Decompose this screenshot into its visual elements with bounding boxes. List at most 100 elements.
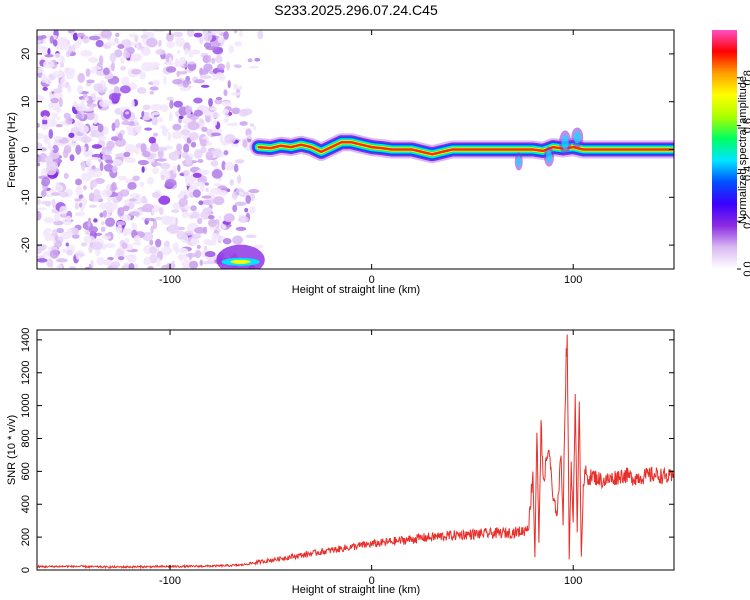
noise-blob <box>37 47 48 56</box>
noise-blob <box>148 136 157 144</box>
noise-blob <box>63 172 69 179</box>
noise-blob <box>121 76 130 86</box>
noise-blob <box>68 44 73 54</box>
noise-blob <box>178 115 184 120</box>
noise-blob <box>225 61 230 71</box>
noise-blob <box>188 253 193 261</box>
noise-blob <box>37 142 43 150</box>
noise-blob <box>130 99 135 109</box>
ridge-disturbance-core <box>546 150 553 163</box>
noise-blob <box>73 41 80 49</box>
noise-blob <box>119 189 130 197</box>
noise-blob <box>205 187 209 193</box>
noise-blob <box>202 261 210 265</box>
noise-blob <box>238 85 243 91</box>
noise-blob <box>199 259 203 266</box>
noise-blob <box>81 108 94 112</box>
y-tick-label: 1000 <box>20 393 32 417</box>
noise-blob <box>52 228 58 238</box>
noise-blob <box>188 260 199 269</box>
noise-blob <box>239 30 243 38</box>
noise-blob <box>126 125 134 132</box>
noise-blob <box>215 55 223 63</box>
noise-blob <box>149 246 158 254</box>
noise-blob <box>180 190 191 195</box>
spectrogram-y-label: Frequency (Hz) <box>6 112 18 188</box>
noise-blob <box>110 158 123 166</box>
low-frequency-blob-peak <box>230 259 251 264</box>
noise-blob <box>84 97 89 102</box>
noise-blob <box>242 139 248 148</box>
noise-blob <box>215 72 224 80</box>
noise-blob <box>75 144 82 155</box>
noise-blob <box>171 131 183 140</box>
figure-title: S233.2025.296.07.24.C45 <box>274 2 438 18</box>
noise-blob <box>52 145 59 154</box>
noise-blob <box>253 244 264 249</box>
noise-blob <box>87 221 91 228</box>
noise-blob <box>151 111 160 116</box>
noise-blob <box>117 256 125 261</box>
noise-blob <box>121 120 131 126</box>
noise-blob <box>126 254 137 259</box>
noise-blob <box>69 154 75 162</box>
noise-blob <box>246 134 253 139</box>
noise-blob <box>227 80 231 89</box>
snr-x-ticks: -100 0 100 <box>159 330 582 587</box>
noise-blob <box>132 175 140 182</box>
noise-blob <box>179 86 191 92</box>
noise-blob <box>247 58 253 63</box>
noise-blob <box>141 166 145 173</box>
noise-blob <box>116 224 123 235</box>
noise-blob <box>218 215 222 222</box>
noise-blob <box>82 185 87 190</box>
noise-blob <box>106 213 111 219</box>
noise-blob <box>99 99 110 108</box>
noise-blob <box>102 153 106 161</box>
noise-blob <box>99 202 106 210</box>
noise-blob <box>120 214 131 222</box>
noise-blob <box>142 151 151 158</box>
noise-blob <box>232 204 238 213</box>
noise-blob <box>123 151 131 158</box>
noise-blob <box>41 123 49 130</box>
noise-blob <box>159 207 164 215</box>
noise-blob <box>146 176 154 185</box>
colorbar-label: Normalized spectral amplitude <box>737 76 749 224</box>
noise-blob <box>89 157 100 161</box>
noise-blob <box>108 99 113 106</box>
noise-blob <box>223 117 229 123</box>
noise-blob <box>136 43 140 50</box>
noise-blob <box>86 79 95 84</box>
noise-blob <box>201 195 212 199</box>
noise-blob <box>141 110 145 118</box>
noise-blob <box>166 32 174 42</box>
noise-blob <box>223 150 229 156</box>
noise-blob <box>245 234 257 239</box>
noise-blob <box>142 231 154 242</box>
noise-blob <box>152 79 160 87</box>
noise-blob <box>172 123 182 131</box>
noise-blob <box>93 83 104 92</box>
noise-blob <box>203 42 212 49</box>
noise-blob <box>197 159 204 163</box>
noise-blob <box>98 158 102 163</box>
noise-blob <box>160 174 165 181</box>
noise-blob <box>160 104 169 113</box>
noise-blob <box>181 211 190 218</box>
noise-blob <box>176 230 186 240</box>
noise-blob <box>56 116 61 121</box>
noise-blob <box>103 67 110 76</box>
noise-blob <box>42 86 48 91</box>
noise-blob <box>142 104 151 111</box>
noise-blob <box>160 215 173 224</box>
noise-blob <box>146 37 158 48</box>
colorbar-tick-label: 0.2 <box>742 214 750 229</box>
noise-blob <box>85 158 92 167</box>
noise-blob <box>72 229 78 236</box>
noise-blob <box>56 227 64 234</box>
noise-blob <box>217 36 223 44</box>
noise-blob <box>209 111 221 119</box>
noise-blob <box>113 85 120 95</box>
noise-blob <box>176 70 180 78</box>
